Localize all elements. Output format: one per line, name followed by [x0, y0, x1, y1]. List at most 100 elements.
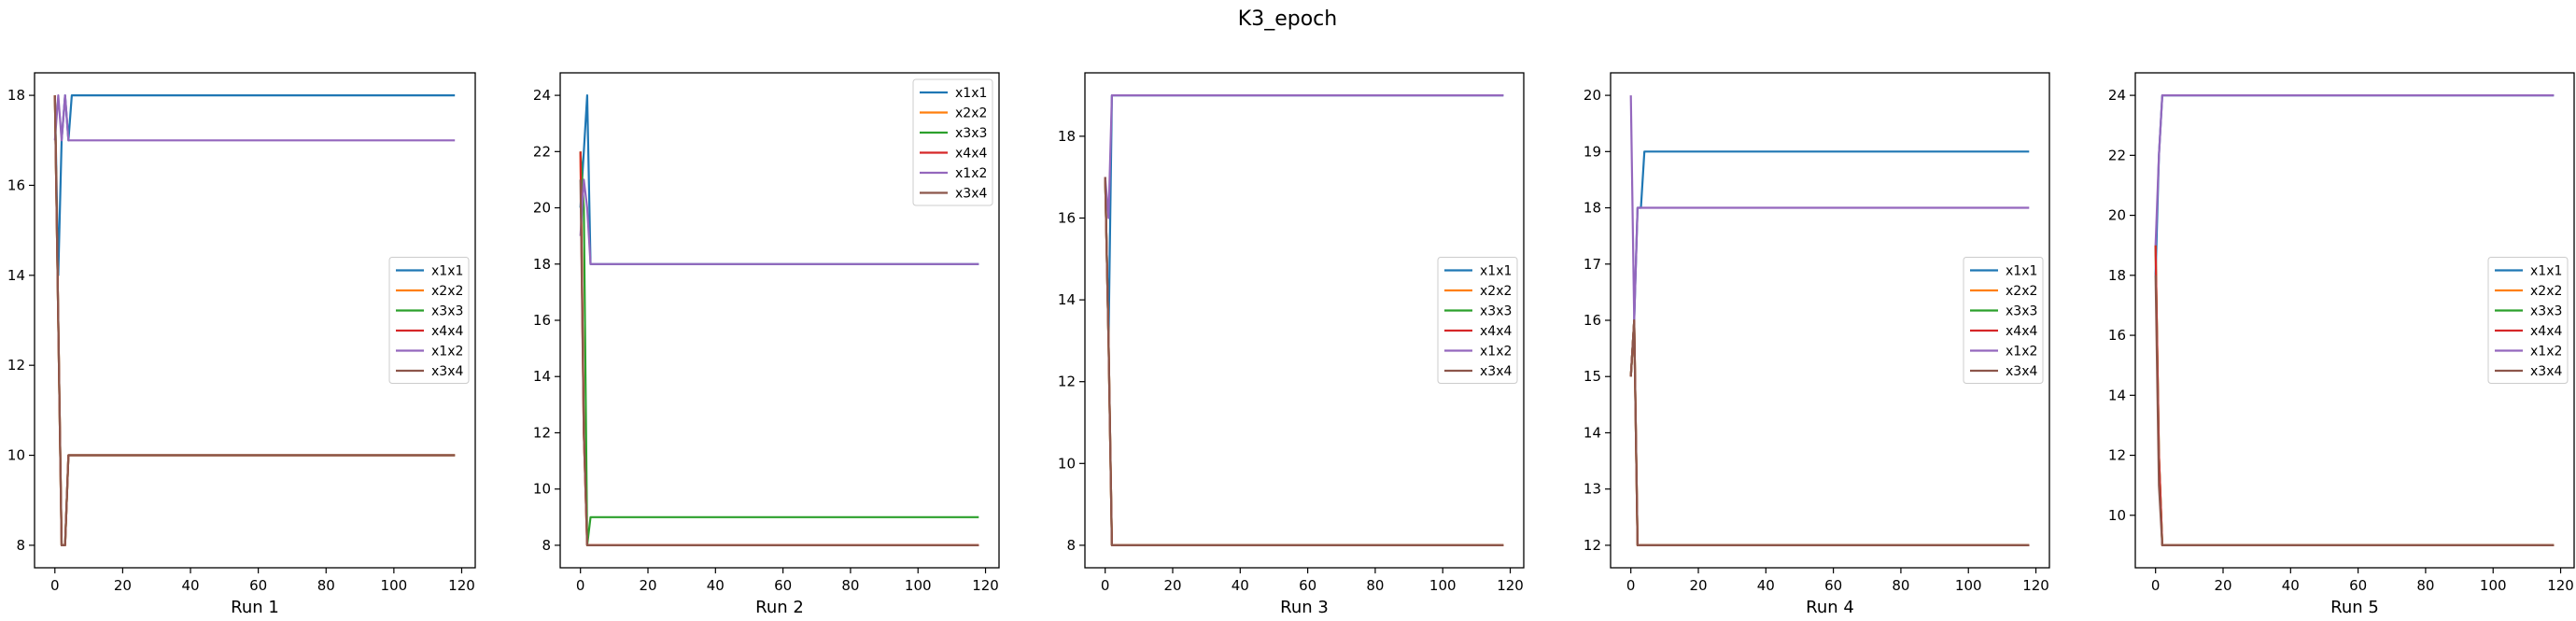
- x-tick-label: 60: [774, 577, 792, 594]
- legend-label-x2x2: x2x2: [431, 284, 463, 299]
- y-tick-label: 10: [2108, 507, 2126, 524]
- legend-label-x1x1: x1x1: [955, 86, 987, 101]
- y-tick-label: 19: [1584, 143, 1601, 160]
- legend-label-x3x3: x3x3: [2006, 304, 2037, 319]
- legend-label-x1x1: x1x1: [2530, 264, 2562, 279]
- y-tick-label: 8: [16, 537, 25, 554]
- series-line-x2x2: [579, 151, 979, 547]
- x-tick-label: 120: [1497, 577, 1524, 594]
- x-tick-label: 20: [1689, 577, 1707, 594]
- y-tick-label: 12: [1058, 374, 1076, 390]
- x-tick-label: 0: [576, 577, 585, 594]
- legend-5: x1x1 x2x2 x3x3 x4x4 x1x2 x3x4: [2487, 257, 2569, 384]
- x-tick-label: 0: [1626, 577, 1636, 594]
- legend-label-x2x2: x2x2: [1480, 284, 1512, 299]
- x-axis-label: Run 2: [755, 598, 804, 617]
- legend-label-x3x3: x3x3: [2530, 304, 2562, 319]
- legend-label-x3x4: x3x4: [955, 187, 987, 202]
- plot-area-1: [53, 93, 456, 547]
- axes-frame-1: [34, 72, 476, 569]
- x-tick-label: 0: [2151, 577, 2161, 594]
- legend-label-x3x4: x3x4: [2530, 364, 2562, 379]
- x-tick-label: 60: [2349, 577, 2367, 594]
- legend-label-x3x4: x3x4: [2006, 364, 2037, 379]
- x-tick-label: 40: [181, 577, 199, 594]
- legend-box: [1437, 257, 1518, 384]
- x-tick-label: 20: [2214, 577, 2231, 594]
- y-tick-label: 22: [2108, 147, 2126, 163]
- legend-2: x1x1 x2x2 x3x3 x4x4 x1x2 x3x4: [912, 78, 993, 206]
- y-tick-label: 14: [2108, 387, 2126, 403]
- legend-label-x1x2: x1x2: [2530, 345, 2562, 360]
- y-tick-label: 20: [1584, 87, 1601, 104]
- legend-label-x1x2: x1x2: [431, 345, 463, 360]
- legend-label-x3x3: x3x3: [1480, 304, 1512, 319]
- x-axis-label: Run 3: [1280, 598, 1329, 617]
- legend-label-x3x3: x3x3: [431, 304, 463, 319]
- y-tick-label: 12: [1584, 537, 1601, 554]
- y-tick-label: 14: [533, 368, 551, 385]
- legend-4: x1x1 x2x2 x3x3 x4x4 x1x2 x3x4: [1963, 257, 2044, 384]
- figure-suptitle: K3_epoch: [1238, 7, 1337, 31]
- legend-label-x2x2: x2x2: [2530, 284, 2562, 299]
- series-line-x1x2: [579, 178, 979, 265]
- legend-label-x3x4: x3x4: [431, 364, 463, 379]
- x-tick-label: 80: [317, 577, 335, 594]
- plot-area-5: [2154, 93, 2555, 547]
- legend-label-x2x2: x2x2: [2006, 284, 2037, 299]
- legend-label-x1x2: x1x2: [1480, 345, 1512, 360]
- y-tick-label: 10: [1058, 455, 1076, 472]
- y-tick-label: 18: [1584, 200, 1601, 217]
- chart-panel-4: 0 20 40 60 80 100 120 12 13 14 15 16 17 18 19 20 Run 4 x1…: [1584, 72, 2050, 617]
- x-tick-label: 60: [249, 577, 267, 594]
- legend-label-x4x4: x4x4: [2006, 324, 2037, 339]
- y-tick-label: 15: [1584, 368, 1601, 385]
- legend-label-x4x4: x4x4: [431, 324, 463, 339]
- series-line-x3x4: [1629, 318, 2030, 547]
- legend-box: [1963, 257, 2044, 384]
- x-tick-label: 100: [1955, 577, 1982, 594]
- x-tick-label: 60: [1299, 577, 1316, 594]
- x-tick-label: 0: [1101, 577, 1110, 594]
- y-tick-label: 12: [7, 357, 25, 374]
- y-tick-label: 16: [7, 176, 25, 193]
- plot-area-4: [1629, 95, 2030, 547]
- y-tick-label: 18: [1058, 128, 1076, 145]
- legend-label-x4x4: x4x4: [1480, 324, 1512, 339]
- legend-label-x3x4: x3x4: [1480, 364, 1512, 379]
- y-tick-label: 20: [2108, 207, 2126, 224]
- y-tick-label: 24: [533, 87, 551, 104]
- x-tick-label: 120: [2022, 577, 2049, 594]
- series-line-x4x4: [579, 151, 979, 547]
- x-tick-label: 80: [1366, 577, 1384, 594]
- x-axis-label: Run 5: [2330, 598, 2379, 617]
- axes-frame-3: [1084, 72, 1525, 569]
- x-tick-label: 40: [1757, 577, 1775, 594]
- y-tick-label: 14: [7, 267, 25, 284]
- series-line-x3x4: [1104, 176, 1504, 547]
- series-line-x1x2: [53, 93, 456, 142]
- x-tick-label: 20: [1163, 577, 1181, 594]
- y-tick-label: 16: [2108, 327, 2126, 344]
- y-tick-label: 16: [533, 312, 551, 329]
- x-tick-label: 100: [2480, 577, 2507, 594]
- x-tick-label: 20: [639, 577, 656, 594]
- x-tick-label: 20: [114, 577, 132, 594]
- y-tick-label: 8: [1066, 537, 1076, 554]
- y-tick-label: 10: [7, 447, 25, 464]
- y-tick-label: 14: [1058, 291, 1076, 308]
- x-tick-label: 120: [448, 577, 475, 594]
- plot-area-3: [1104, 93, 1504, 547]
- y-tick-label: 18: [2108, 267, 2126, 284]
- legend-label-x1x1: x1x1: [431, 264, 463, 279]
- x-tick-label: 100: [1429, 577, 1457, 594]
- x-tick-label: 100: [381, 577, 408, 594]
- y-tick-label: 12: [2108, 447, 2126, 464]
- series-line-x3x4: [2154, 275, 2555, 547]
- chart-panel-5: 0 20 40 60 80 100 120 10 12 14 16 18 20 22 24 Run 5 x1x1…: [2108, 72, 2575, 617]
- legend-box: [912, 78, 993, 206]
- y-tick-label: 17: [1584, 256, 1601, 273]
